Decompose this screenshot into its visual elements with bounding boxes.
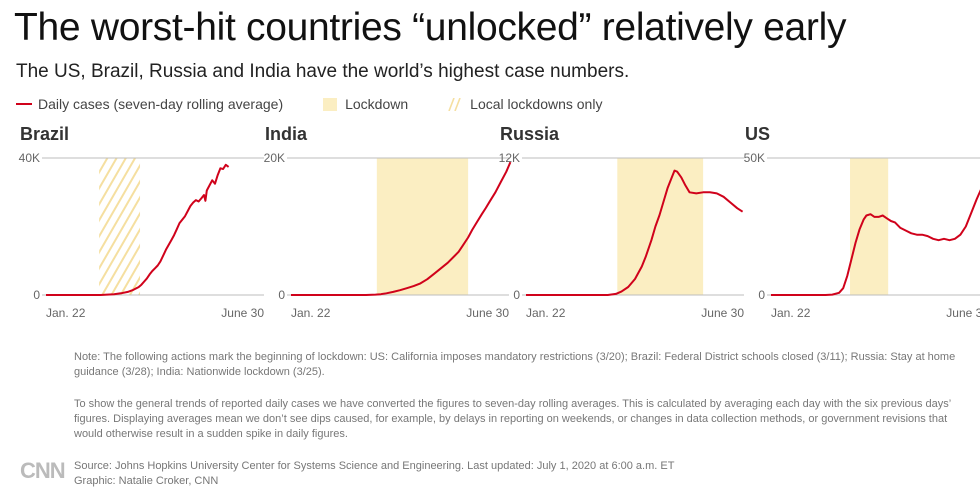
note-lockdown: Note: The following actions mark the beg… bbox=[74, 351, 956, 378]
ytick-max-russia: 12K bbox=[499, 151, 520, 165]
xtick-end-russia: June 30 bbox=[701, 306, 744, 320]
ytick-zero-russia: 0 bbox=[513, 288, 520, 302]
shade-local-brazil bbox=[99, 158, 141, 295]
legend-item-lockdown: Lockdown bbox=[323, 96, 408, 112]
ytick-max-us: 50K bbox=[744, 151, 765, 165]
xtick-end-india: June 30 bbox=[466, 306, 509, 320]
xtick-start-india: Jan. 22 bbox=[291, 306, 331, 320]
xtick-start-us: Jan. 22 bbox=[771, 306, 811, 320]
legend-line-swatch bbox=[16, 103, 32, 105]
shade-lockdown-india bbox=[376, 158, 469, 295]
series-line-brazil bbox=[46, 163, 230, 296]
chart-title: The worst-hit countries “unlocked” relat… bbox=[14, 6, 847, 49]
ytick-zero-india: 0 bbox=[278, 288, 285, 302]
panel-title-russia: Russia bbox=[500, 124, 560, 144]
graphic-credit: Graphic: Natalie Croker, CNN bbox=[74, 475, 219, 487]
chart-subtitle: The US, Brazil, Russia and India have th… bbox=[16, 61, 630, 82]
legend-lockdown-swatch bbox=[323, 97, 338, 111]
legend-line-label: Daily cases (seven-day rolling average) bbox=[38, 96, 284, 112]
xtick-start-brazil: Jan. 22 bbox=[46, 306, 86, 320]
xtick-end-us: June 30 bbox=[946, 306, 980, 320]
legend-lockdown-label: Lockdown bbox=[345, 96, 409, 112]
shade-lockdown-russia bbox=[617, 158, 704, 295]
source-note: Source: Johns Hopkins University Center … bbox=[74, 460, 675, 472]
ytick-max-brazil: 40K bbox=[19, 151, 40, 165]
series-line-us bbox=[771, 189, 980, 296]
series-line-india bbox=[291, 161, 512, 296]
ytick-zero-us: 0 bbox=[758, 288, 765, 302]
legend-local-label: Local lockdowns only bbox=[470, 96, 603, 112]
xtick-end-brazil: June 30 bbox=[221, 306, 264, 320]
legend-hatch-swatch bbox=[448, 97, 462, 111]
panel-title-brazil: Brazil bbox=[20, 124, 69, 144]
series-line-russia bbox=[526, 169, 744, 296]
panel-title-us: US bbox=[745, 124, 770, 144]
legend-item-local: Local lockdowns only bbox=[448, 96, 602, 112]
panel-title-india: India bbox=[265, 124, 308, 144]
ytick-max-india: 20K bbox=[264, 151, 285, 165]
legend: Daily cases (seven-day rolling average) … bbox=[16, 96, 642, 112]
legend-item-line: Daily cases (seven-day rolling average) bbox=[16, 96, 283, 112]
ytick-zero-brazil: 0 bbox=[33, 288, 40, 302]
cnn-logo: CNN bbox=[20, 458, 66, 483]
shade-lockdown-us bbox=[850, 158, 889, 295]
small-multiples: Brazil 40K 0 Jan. 22 June 30 India 20K 0 Jan. 22… bbox=[0, 118, 980, 328]
charts-svg: Brazil 40K 0 Jan. 22 June 30 India 20K 0 Jan. 22… bbox=[19, 124, 980, 320]
xtick-start-russia: Jan. 22 bbox=[526, 306, 566, 320]
note-method: To show the general trends of reported d… bbox=[74, 398, 951, 440]
